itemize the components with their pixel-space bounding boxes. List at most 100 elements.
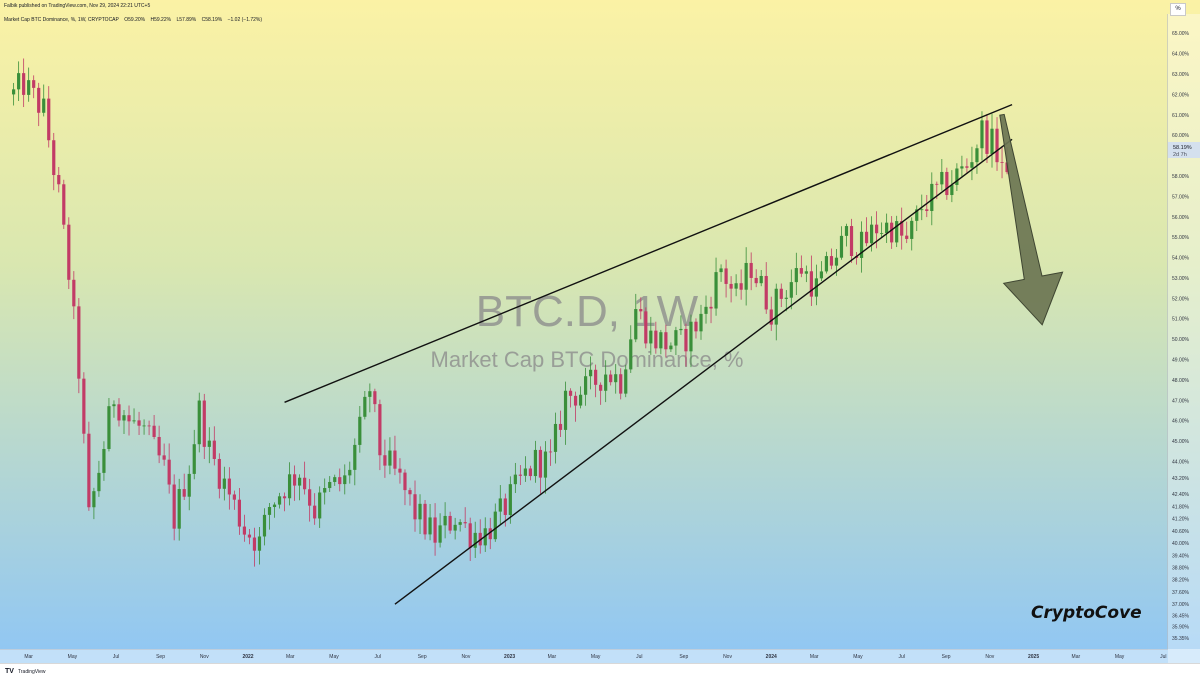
publisher-line: Falbik published on TradingView.com, Nov… <box>4 3 151 9</box>
time-tick-label: Jul <box>113 654 119 660</box>
candle-bull <box>674 330 678 346</box>
candle-bear <box>292 474 297 486</box>
candle-bear <box>242 526 247 535</box>
tradingview-logo-icon[interactable]: TV <box>5 668 14 675</box>
candle-bear <box>1005 162 1009 173</box>
last-price-value: 58.19% <box>1173 145 1192 151</box>
time-tick-label: 2024 <box>766 654 777 660</box>
trendline-upper[interactable] <box>284 103 1013 403</box>
candle-bull <box>122 415 126 421</box>
candle-bear <box>247 534 252 538</box>
candle-bear <box>37 87 41 113</box>
chart-canvas[interactable]: BTC.D, 1W Market Cap BTC Dominance, % 65… <box>0 0 1200 663</box>
candle-bull <box>287 474 292 499</box>
candle-bull <box>443 515 447 526</box>
candle-bear <box>619 374 623 394</box>
candle-bull <box>132 420 136 422</box>
time-tick-label: Sep <box>942 654 951 660</box>
candle-bear <box>729 283 733 289</box>
price-tick-label: 63.00% <box>1172 72 1190 78</box>
candle-bull <box>513 474 517 485</box>
watermark-description: Market Cap BTC Dominance, % <box>431 347 744 372</box>
candle-bull <box>493 511 497 540</box>
candle-bull <box>323 488 327 493</box>
price-axis[interactable]: 65.00%64.00%63.00%62.00%61.00%60.00%59.0… <box>1172 31 1190 642</box>
candle-bull <box>629 339 633 370</box>
down-arrow-icon[interactable] <box>999 113 1064 326</box>
candle-bull <box>895 221 899 243</box>
candle-bear <box>864 231 869 244</box>
candle-bear <box>764 275 768 310</box>
bearish-arrow-annotation <box>999 113 1064 326</box>
candle-bull <box>533 449 538 477</box>
price-tick-label: 61.00% <box>1172 113 1190 119</box>
price-tick-label: 51.00% <box>1172 317 1190 323</box>
candle-bull <box>458 522 462 525</box>
candle-bear <box>644 311 648 344</box>
time-tick-label: May <box>591 654 601 660</box>
symbol-title[interactable]: Market Cap BTC Dominance, %, 1W, CRYPTOC… <box>4 17 119 23</box>
percent-scale-button[interactable]: % <box>1170 3 1186 16</box>
time-axis[interactable]: Mar May Jul Sep Nov 2022 Mar May Jul Sep Nov 2023 Ma… <box>24 654 1166 660</box>
candle-bull <box>940 171 944 185</box>
candle-bull <box>543 451 548 478</box>
time-tick-label: Jul <box>636 654 642 660</box>
price-tick-label: 38.20% <box>1172 578 1190 584</box>
candle-bear <box>338 477 342 485</box>
candle-bear <box>32 80 36 88</box>
candle-bull <box>859 231 864 258</box>
candle-bull <box>97 472 101 492</box>
candle-bear <box>137 420 141 426</box>
candle-bear <box>167 459 171 485</box>
candle-bear <box>538 449 543 478</box>
candle-bull <box>102 448 106 473</box>
price-tick-label: 37.60% <box>1172 590 1190 596</box>
candle-bull <box>699 313 703 332</box>
candle-bear <box>654 330 658 349</box>
candle-bull <box>207 440 211 447</box>
brand-signature: CryptoCove <box>1031 603 1142 623</box>
ohlc-change: −1.02 (−1.72%) <box>227 17 263 23</box>
candle-bull <box>910 220 914 239</box>
candle-bear <box>202 400 206 447</box>
candle-bear <box>57 175 61 185</box>
candle-bull <box>177 489 181 529</box>
candle-bear <box>935 183 939 185</box>
candle-bull <box>834 257 839 266</box>
candle-bear <box>985 120 989 154</box>
time-tick-label: Mar <box>548 654 557 660</box>
candle-bear <box>72 279 76 307</box>
candle-bull <box>669 345 673 350</box>
price-tick-label: 38.80% <box>1172 565 1190 571</box>
candle-bull <box>363 396 367 417</box>
price-tick-label: 40.60% <box>1172 529 1190 535</box>
price-tick-label: 43.20% <box>1172 476 1190 482</box>
candle-bear <box>965 166 969 168</box>
candle-bull <box>388 450 392 466</box>
price-tick-label: 47.00% <box>1172 398 1190 404</box>
ohlc-low: L57.89% <box>176 17 197 23</box>
candle-bear <box>162 455 166 460</box>
candle-bull <box>839 235 844 258</box>
candle-bull <box>869 224 874 244</box>
candle-bear <box>900 221 904 236</box>
candle-bear <box>463 522 467 524</box>
price-tick-label: 46.00% <box>1172 419 1190 425</box>
candle-bull <box>267 507 272 515</box>
candle-bear <box>77 306 81 379</box>
candle-bear <box>303 477 307 490</box>
last-price-label: 58.19% 2d 7h <box>1168 142 1200 158</box>
candle-bull <box>583 376 588 395</box>
price-tick-label: 52.00% <box>1172 296 1190 302</box>
candle-bull <box>714 272 718 309</box>
price-tick-label: 57.00% <box>1172 194 1190 200</box>
tradingview-label[interactable]: TradingView <box>18 669 46 675</box>
candle-bear <box>127 415 131 422</box>
price-tick-label: 53.00% <box>1172 276 1190 282</box>
candle-bear <box>724 268 728 284</box>
trendline-lower[interactable] <box>394 138 1013 605</box>
candle-bear <box>152 425 156 437</box>
candle-bull <box>950 184 954 196</box>
candle-bull <box>624 369 628 394</box>
candle-bull <box>679 328 683 331</box>
